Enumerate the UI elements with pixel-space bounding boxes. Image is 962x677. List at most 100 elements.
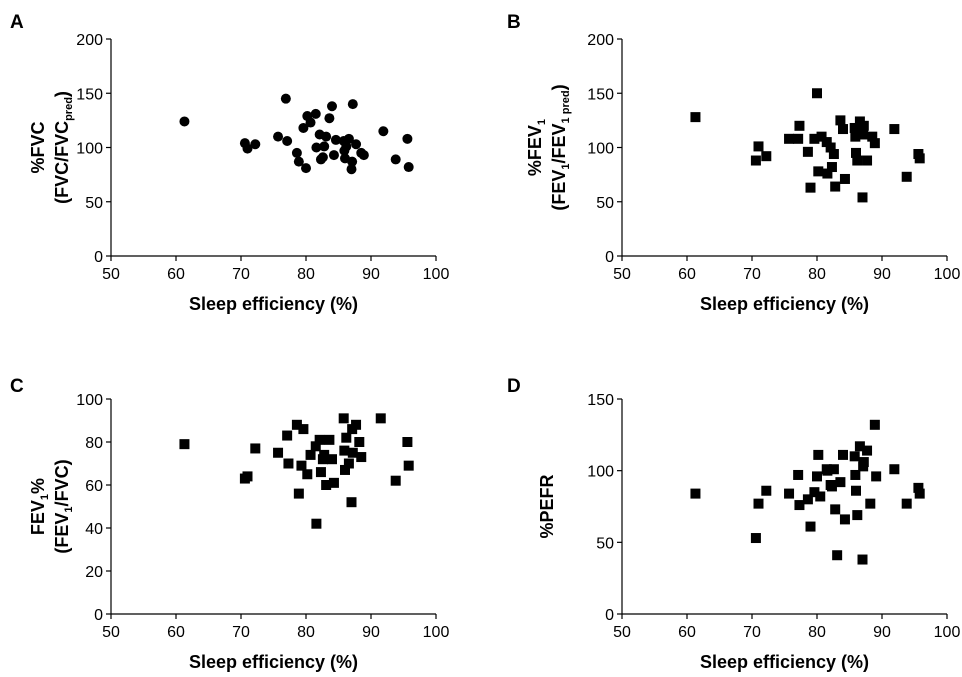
x-tick-label: 70 — [743, 266, 761, 283]
data-point — [250, 443, 261, 454]
y-axis-title-text: %FEV — [525, 125, 545, 176]
y-tick-label: 50 — [596, 195, 614, 212]
y-axis-title-line: %PEFR — [537, 474, 557, 538]
data-point — [324, 434, 335, 445]
data-point — [851, 147, 861, 158]
x-tick-label: 60 — [678, 266, 696, 283]
data-point — [273, 131, 284, 142]
data-point — [319, 449, 330, 460]
data-point — [802, 146, 813, 157]
data-point — [311, 518, 322, 529]
x-tick-label: 50 — [102, 266, 120, 283]
data-point — [321, 131, 332, 142]
data-point — [242, 471, 253, 482]
data-point — [865, 498, 876, 509]
x-tick-label: 80 — [297, 624, 315, 641]
data-point — [805, 182, 816, 193]
data-point — [812, 88, 822, 99]
x-tick-label: 100 — [934, 266, 961, 283]
data-point — [403, 460, 414, 471]
x-tick-label: 90 — [873, 266, 891, 283]
data-point — [250, 139, 261, 150]
x-axis-title: Sleep efficiency (%) — [700, 652, 869, 672]
data-point — [753, 498, 764, 509]
data-point — [301, 163, 311, 174]
data-point — [815, 491, 826, 502]
data-point — [852, 155, 863, 166]
y-tick-label: 40 — [85, 521, 103, 538]
data-point — [402, 133, 413, 144]
data-point — [311, 142, 322, 153]
y-tick-label: 50 — [596, 535, 614, 552]
y-axis-title-text: FEV — [28, 500, 48, 535]
y-tick-label: 100 — [587, 141, 614, 158]
y-axis-title-subscript: 1 — [39, 494, 51, 500]
data-point — [390, 154, 401, 165]
data-point — [761, 151, 772, 162]
x-tick-label: 90 — [362, 266, 380, 283]
y-tick-label: 150 — [587, 86, 614, 103]
data-point — [871, 471, 882, 482]
data-point — [857, 192, 868, 203]
data-point — [347, 156, 358, 167]
data-point — [314, 434, 325, 445]
data-point — [914, 153, 925, 164]
data-point — [343, 458, 354, 469]
data-point — [838, 449, 848, 460]
data-point — [825, 142, 836, 153]
data-point — [347, 99, 358, 110]
data-point — [341, 141, 352, 152]
data-point — [869, 138, 880, 149]
data-point — [347, 447, 358, 458]
y-axis-title-subscript: 1 — [560, 163, 572, 169]
data-point — [346, 497, 357, 508]
x-tick-label: 50 — [613, 624, 631, 641]
y-tick-label: 0 — [94, 249, 103, 266]
y-axis-title-subscript: pred — [63, 97, 75, 121]
data-point — [356, 452, 367, 463]
data-point — [273, 447, 284, 458]
data-point — [852, 510, 863, 521]
y-tick-label: 0 — [605, 249, 614, 266]
y-axis-title-text: ) — [52, 91, 72, 97]
data-point — [354, 437, 365, 447]
x-tick-label: 100 — [423, 266, 450, 283]
x-tick-label: 60 — [167, 266, 185, 283]
panel-letter-d: D — [507, 376, 521, 397]
y-axis-title-line: %FVC — [28, 121, 48, 173]
data-point — [310, 441, 321, 452]
x-tick-label: 70 — [743, 624, 761, 641]
data-point — [340, 464, 350, 475]
data-point — [784, 488, 795, 499]
data-point — [813, 449, 824, 460]
data-point — [854, 441, 865, 452]
data-point — [291, 419, 302, 430]
x-axis-title: Sleep efficiency (%) — [189, 652, 358, 672]
data-point — [830, 181, 841, 192]
data-point — [851, 485, 861, 496]
data-point — [327, 101, 337, 112]
y-axis-title-subscript: 1 — [536, 119, 548, 125]
y-axis-title-line: %FEV1 — [525, 119, 548, 176]
data-point — [849, 451, 860, 462]
x-axis-title: Sleep efficiency (%) — [189, 294, 358, 314]
data-point — [343, 133, 354, 144]
data-point — [750, 533, 761, 544]
y-tick-label: 80 — [85, 435, 103, 452]
x-tick-label: 80 — [808, 624, 826, 641]
y-tick-label: 20 — [85, 564, 103, 581]
data-point — [291, 147, 302, 158]
data-point — [302, 469, 313, 480]
data-point — [280, 93, 291, 104]
data-point — [296, 460, 307, 471]
data-point — [321, 480, 332, 490]
data-point — [850, 469, 861, 480]
data-point — [850, 131, 861, 142]
y-tick-label: 100 — [76, 141, 103, 158]
y-axis-title-text: ) — [549, 84, 569, 90]
x-axis-title: Sleep efficiency (%) — [700, 294, 869, 314]
data-point — [838, 124, 848, 135]
